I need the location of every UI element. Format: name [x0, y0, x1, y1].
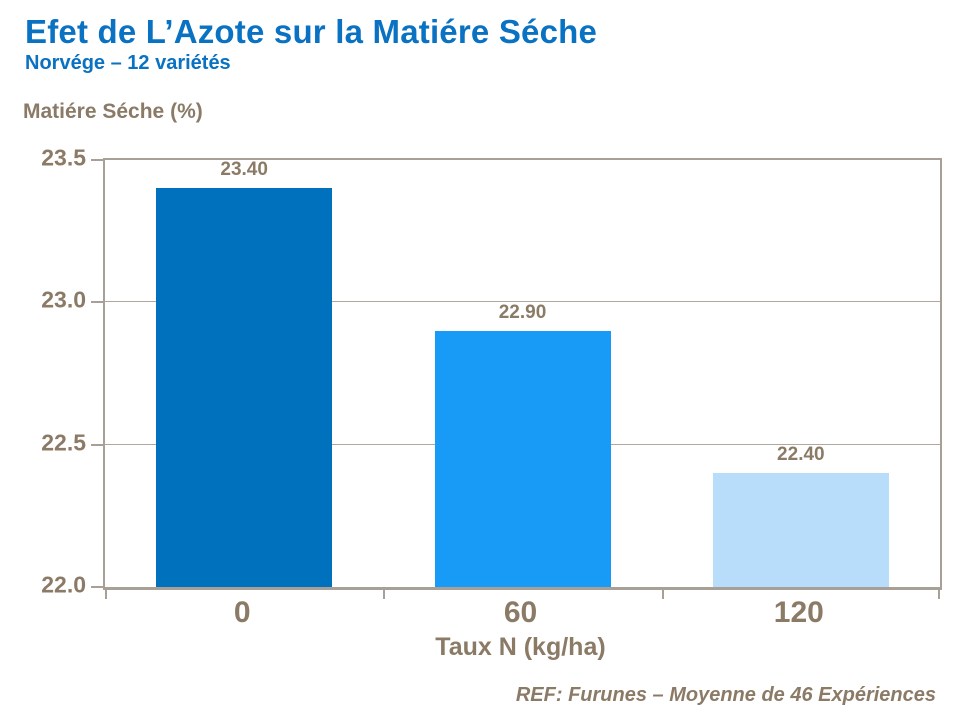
- page-subtitle: Norvége – 12 variétés: [25, 52, 231, 74]
- x-tick-mark: [383, 590, 386, 599]
- x-axis-title: Taux N (kg/ha): [435, 633, 606, 661]
- bar-value-label: 22.90: [498, 301, 547, 323]
- bar: [434, 330, 611, 587]
- reference-footnote: REF: Furunes – Moyenne de 46 Expériences: [515, 684, 936, 706]
- y-tick-mark: [91, 443, 105, 446]
- bar-value-label: 23.40: [220, 159, 268, 181]
- y-tick-mark: [91, 159, 105, 161]
- x-tick-mark: [105, 590, 107, 599]
- bar-value-label: 22.40: [777, 444, 825, 466]
- y-tick-label: 23.5: [41, 144, 86, 171]
- x-tick-mark: [661, 590, 664, 599]
- plot-area: 23.40 22.90 22.40: [91, 158, 942, 599]
- y-axis-title: Matiére Séche (%): [23, 100, 203, 123]
- y-tick-mark: [91, 586, 105, 588]
- x-category-label: 120: [773, 596, 824, 629]
- gridline: [105, 301, 940, 303]
- bar: [712, 473, 889, 587]
- y-tick-label: 23.0: [41, 286, 86, 313]
- bar: [156, 188, 333, 587]
- page-title: Efet de L’Azote sur la Matiére Séche: [25, 13, 598, 50]
- y-tick-mark: [91, 301, 105, 304]
- y-axis-labels: 22.0 22.5 23.0 23.5: [0, 145, 86, 598]
- y-tick-label: 22.0: [41, 571, 86, 598]
- x-axis-labels: 0 60 120: [103, 596, 938, 630]
- y-tick-label: 22.5: [41, 429, 86, 456]
- x-category-label: 60: [503, 596, 538, 629]
- x-category-label: 0: [233, 596, 251, 629]
- x-tick-mark: [938, 590, 940, 599]
